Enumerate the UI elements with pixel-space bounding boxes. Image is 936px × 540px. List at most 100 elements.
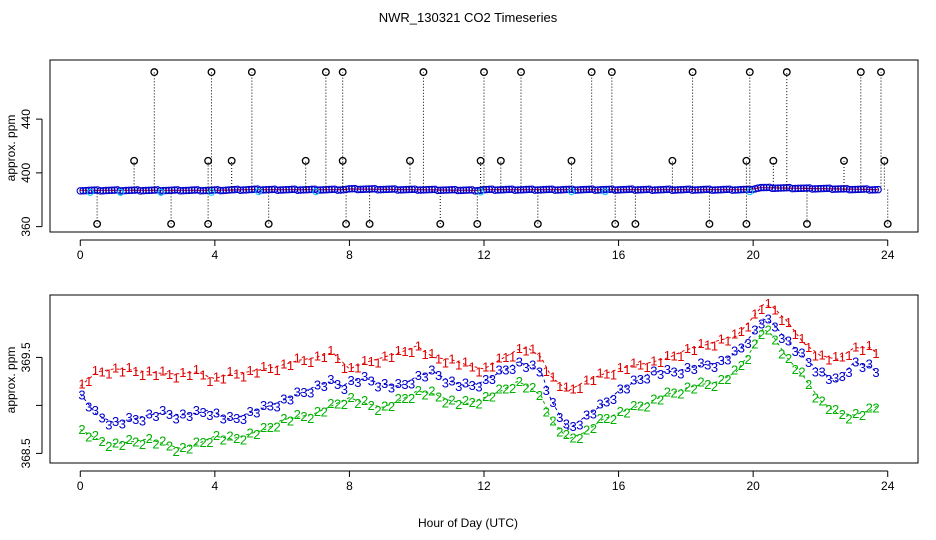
series-3-marker: 3 — [590, 406, 597, 421]
top-low-spike-point — [167, 219, 176, 228]
top-baseline-point — [797, 184, 805, 193]
top-axes: 0 4 8 12 16 20 24 360 400 440 — [19, 109, 895, 262]
series-1-marker: 1 — [428, 346, 435, 361]
series-2-marker: 2 — [368, 398, 375, 413]
top-baseline-point — [874, 185, 882, 194]
series-3-marker: 3 — [273, 400, 280, 415]
series-2-marker: 2 — [92, 428, 99, 443]
series-1-marker: 1 — [469, 360, 476, 375]
top-baseline-point — [353, 185, 362, 194]
top-x-tick-label: 20 — [746, 248, 760, 262]
series-3-marker: 3 — [146, 407, 153, 422]
series-2-marker: 2 — [361, 393, 368, 408]
series-2-marker: 2 — [354, 396, 361, 411]
series-3-marker: 3 — [347, 373, 354, 388]
top-baseline-point — [82, 186, 90, 195]
series-1-marker: 1 — [576, 381, 583, 396]
top-baseline-point — [605, 185, 614, 194]
bottom-plot-frame — [49, 294, 919, 464]
series-2-marker: 2 — [119, 438, 126, 453]
series-1-marker: 1 — [845, 348, 852, 363]
series-3-marker: 3 — [105, 417, 112, 432]
series-1-marker: 1 — [146, 364, 153, 379]
top-baseline-point — [125, 186, 133, 195]
top-mid-spike-point — [496, 156, 505, 165]
top-baseline-point — [102, 186, 110, 195]
top-baseline-point — [728, 186, 737, 194]
series-3-marker: 3 — [785, 334, 792, 349]
series-2-marker: 2 — [314, 404, 321, 419]
series-3-marker: 3 — [92, 403, 99, 418]
top-baseline-point — [345, 185, 353, 193]
top-baseline-point — [313, 186, 322, 194]
top-baseline-point — [594, 186, 602, 194]
series-3-marker: 3 — [583, 407, 590, 422]
series-1-marker: 1 — [152, 368, 159, 383]
series-1-marker: 1 — [644, 360, 651, 375]
series-3-marker: 3 — [610, 392, 617, 407]
series-2-marker: 2 — [347, 390, 354, 405]
series-2-marker: 2 — [85, 429, 92, 444]
top-mid-spike-point — [567, 156, 576, 165]
bottom-marks: 1 11 1 1 1 1 1 1 1 1 1 1 1 1 1 1 1 1 1 1 1 1 1 1 1 1 1 1 1 1 1 1 1 1 1 1 111… — [78, 296, 879, 459]
series-2-marker: 2 — [704, 377, 711, 392]
series-2-marker: 2 — [744, 352, 751, 367]
top-x-tick-label: 8 — [346, 248, 353, 262]
top-baseline-point — [388, 185, 396, 193]
series-1-marker: 1 — [839, 349, 846, 364]
top-baseline-point — [717, 185, 725, 194]
top-high-spike-point — [607, 68, 616, 77]
series-1-marker: 1 — [570, 382, 577, 397]
top-baseline-point — [396, 186, 405, 194]
top-baseline-point — [659, 185, 668, 194]
top-baseline-point — [714, 186, 722, 194]
series-1-marker: 1 — [179, 365, 186, 380]
top-baseline-point — [433, 186, 442, 195]
top-baseline-point — [242, 186, 250, 194]
series-3-marker: 3 — [738, 340, 745, 355]
top-high-spike-point — [480, 68, 488, 77]
series-2-marker: 2 — [321, 404, 328, 419]
series-1-marker: 1 — [415, 339, 422, 354]
series-2-marker: 2 — [596, 411, 603, 426]
series-3-marker: 3 — [199, 405, 206, 420]
top-baseline-point — [165, 186, 173, 195]
series-3-marker: 3 — [489, 372, 496, 387]
series-1-marker: 1 — [327, 343, 334, 358]
top-baseline-point — [788, 184, 797, 193]
series-1-marker: 1 — [442, 356, 449, 371]
top-baseline-point — [576, 186, 585, 194]
top-high-spike-point — [338, 68, 347, 77]
top-baseline-point-cyan — [157, 188, 165, 196]
series-3-marker: 3 — [374, 379, 381, 394]
top-baseline-point — [459, 186, 468, 195]
top-baseline-point — [373, 185, 382, 194]
series-2-marker: 2 — [489, 390, 496, 405]
series-1-marker: 1 — [112, 361, 119, 376]
series-3-marker: 3 — [475, 380, 482, 395]
series-3-marker: 3 — [327, 372, 334, 387]
series-1-marker: 1 — [173, 371, 180, 386]
series-3-marker: 3 — [697, 355, 704, 370]
series-2-marker: 2 — [78, 422, 85, 437]
top-baseline-point — [188, 186, 196, 194]
series-2-marker: 2 — [845, 411, 852, 426]
series-2-marker: 2 — [724, 372, 731, 387]
series-2-marker: 2 — [677, 387, 684, 402]
series-1-marker: 1 — [220, 371, 227, 386]
series-2-marker: 2 — [496, 382, 503, 397]
series-1-marker: 1 — [650, 353, 657, 368]
series-2-marker: 2 — [805, 377, 812, 392]
series-1-marker: 1 — [751, 307, 758, 322]
top-baseline-point — [762, 183, 771, 192]
series-2-marker: 2 — [469, 395, 476, 410]
top-high-spike-point — [321, 68, 330, 77]
series-1-marker: 1 — [482, 360, 489, 375]
series-1-marker: 1 — [462, 354, 469, 369]
top-baseline-point — [259, 186, 268, 194]
series-1-marker: 1 — [321, 350, 328, 365]
series-1-marker: 1 — [401, 344, 408, 359]
top-baseline-point — [179, 186, 187, 195]
top-baseline-point — [648, 186, 656, 194]
series-3-marker: 3 — [543, 383, 550, 398]
